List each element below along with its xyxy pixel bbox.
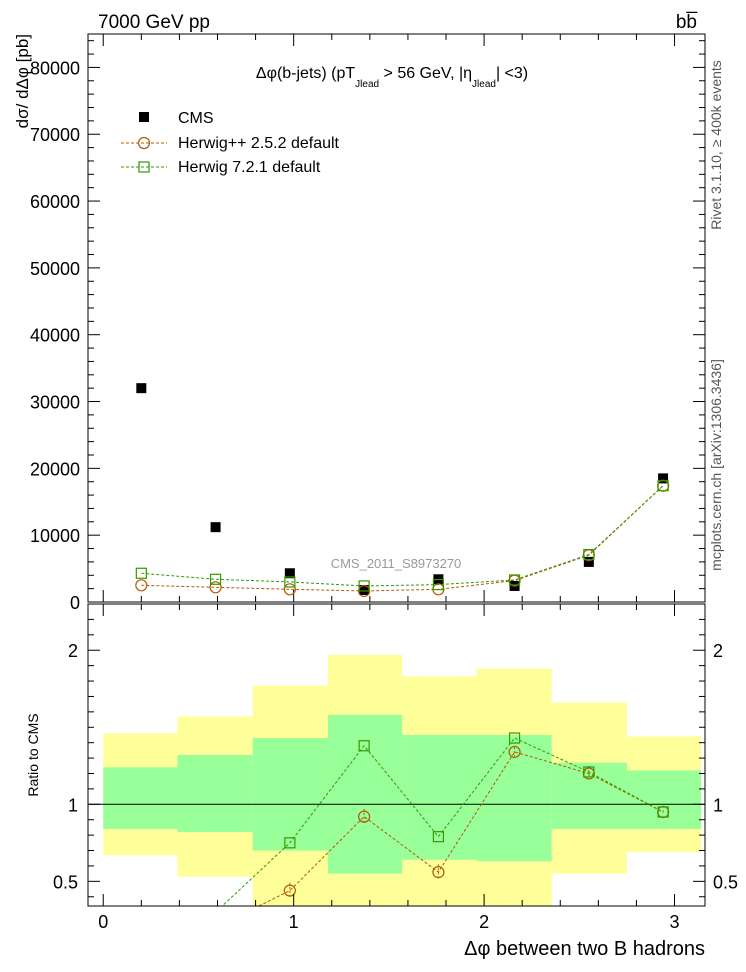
ratio-band-green — [327, 714, 403, 874]
main-y-tick-label: 10000 — [30, 526, 80, 546]
ratio-x-axis: 0 1 2 3 — [98, 604, 680, 932]
ratio-x-tick-label: 3 — [670, 912, 680, 932]
main-y-tick-label: 0 — [70, 593, 80, 613]
title-sub-2: Jlead — [472, 79, 496, 90]
main-point-cms — [583, 556, 594, 567]
main-point-herwig7 — [284, 576, 296, 588]
title-part-2: > 56 GeV, |η — [379, 65, 472, 82]
ratio-panel-frame — [87, 603, 706, 907]
main-series-line — [141, 485, 664, 592]
legend-marker-cms — [139, 112, 149, 122]
ratio-y-tick-label: 2 — [68, 641, 78, 661]
ratio-y-axis-title: Ratio to CMS — [25, 713, 41, 796]
main-x-ticks — [102, 34, 676, 602]
main-y-axis-title: dσ/ dΔφ [pb] — [13, 34, 32, 128]
main-y-tick-label: 40000 — [30, 326, 80, 346]
ratio-point-herwig7 — [136, 933, 146, 943]
ratio-point-herwigpp — [358, 810, 371, 823]
ratio-point-herwig7 — [583, 766, 595, 778]
main-y-tick-label: 70000 — [30, 125, 80, 145]
main-series-line — [141, 485, 664, 587]
rivet-label: Rivet 3.1.10, ≥ 400k events — [708, 60, 724, 230]
legend-marker-herwig7 — [138, 161, 150, 173]
ratio-band-green — [103, 767, 178, 829]
ratio-series-line — [257, 751, 664, 906]
main-point-herwig7 — [209, 573, 222, 585]
ratio-uncertainty-bands — [103, 654, 702, 906]
main-point-herwig7 — [508, 574, 521, 586]
main-point-cms — [136, 383, 147, 394]
ratio-y-tick-label: 1 — [68, 795, 78, 815]
main-point-herwigpp — [283, 583, 296, 596]
ratio-band-green — [476, 734, 552, 862]
ratio-band-green — [177, 755, 253, 833]
main-series-layer — [135, 383, 670, 598]
main-point-cms — [658, 473, 669, 484]
ratio-series-line — [221, 737, 664, 906]
ratio-point-herwigpp — [283, 884, 296, 897]
main-point-herwig7 — [583, 548, 595, 561]
main-point-herwig7 — [358, 580, 370, 592]
x-axis-title: Δφ between two B hadrons — [464, 938, 705, 960]
main-point-herwigpp — [209, 581, 222, 594]
main-y-tick-label: 50000 — [30, 259, 80, 279]
title-sub-1: Jlead — [355, 79, 379, 90]
legend-label-cms: CMS — [178, 110, 214, 127]
energy-label: 7000 GeV pp — [98, 12, 210, 33]
legend-marker-herwigpp — [137, 136, 151, 150]
main-panel-frame — [87, 33, 706, 603]
mcplots-label: mcplots.cern.ch [arXiv:1306.3436] — [708, 359, 724, 571]
main-point-cms — [359, 584, 370, 595]
ratio-point-herwig7 — [284, 837, 296, 849]
main-point-herwig7 — [135, 567, 147, 579]
ratio-y-tick-label-right: 2 — [713, 641, 723, 661]
ratio-point-herwig7 — [657, 806, 669, 818]
main-y-tick-label: 80000 — [30, 58, 80, 78]
main-point-cms — [210, 522, 221, 533]
ratio-x-tick-label: 0 — [98, 912, 108, 932]
ratio-band-green — [252, 738, 328, 851]
ratio-x-tick-label: 1 — [289, 912, 299, 932]
main-point-herwig7 — [432, 579, 444, 591]
main-y-axis: 0 10000 20000 30000 40000 50000 60000 70000 8000… — [30, 40, 705, 613]
ratio-x-tick-label: 2 — [479, 912, 489, 932]
ratio-point-herwig7 — [432, 831, 444, 843]
legend-entry-herwigpp: Herwig++ 2.5.2 default — [121, 135, 340, 152]
ratio-series-layer — [136, 732, 670, 952]
ratio-y-tick-label-right: 0.5 — [713, 872, 738, 892]
ratio-band-green — [626, 770, 702, 829]
legend-label-herwig7: Herwig 7.2.1 default — [178, 159, 321, 176]
ratio-band-green — [402, 734, 477, 860]
process-label: bb̅ — [676, 12, 698, 33]
legend-label-herwigpp: Herwig++ 2.5.2 default — [178, 135, 340, 152]
ratio-panel: 0.5 0.5 1 1 2 2 0 1 2 3 Ratio to CMS Δφ between … — [25, 603, 738, 960]
plot-title: Δφ(b-jets) (pTJlead > 56 GeV, |ηJlead| <… — [256, 65, 528, 90]
legend-entry-herwig7: Herwig 7.2.1 default — [121, 159, 321, 176]
main-point-herwig7 — [657, 480, 669, 492]
legend: CMS Herwig++ 2.5.2 default Herwig 7.2.1 … — [121, 110, 340, 176]
main-y-tick-label: 60000 — [30, 192, 80, 212]
analysis-watermark: CMS_2011_S8973270 — [331, 556, 462, 571]
ratio-y-tick-label-right: 1 — [713, 795, 723, 815]
main-y-tick-label: 20000 — [30, 459, 80, 479]
main-panel: 0 10000 20000 30000 40000 50000 60000 70000 8000… — [13, 33, 706, 613]
ratio-y-axis: 0.5 0.5 1 1 2 2 — [53, 618, 738, 898]
main-point-herwigpp — [135, 579, 148, 592]
title-part-1: Δφ(b-jets) (pT — [256, 65, 356, 82]
main-y-tick-label: 30000 — [30, 393, 80, 413]
ratio-point-herwigpp — [508, 745, 521, 759]
ratio-point-herwig7 — [358, 740, 370, 752]
main-point-cms — [284, 568, 295, 579]
ratio-point-herwigpp — [210, 922, 221, 933]
ratio-point-herwigpp — [136, 941, 147, 952]
ratio-y-tick-label: 0.5 — [53, 872, 78, 892]
ratio-point-herwigpp — [432, 866, 445, 879]
ratio-point-herwig7 — [211, 907, 221, 917]
legend-entry-cms: CMS — [139, 110, 214, 127]
title-part-3: | <3) — [496, 65, 528, 82]
ratio-point-herwig7 — [508, 732, 521, 744]
